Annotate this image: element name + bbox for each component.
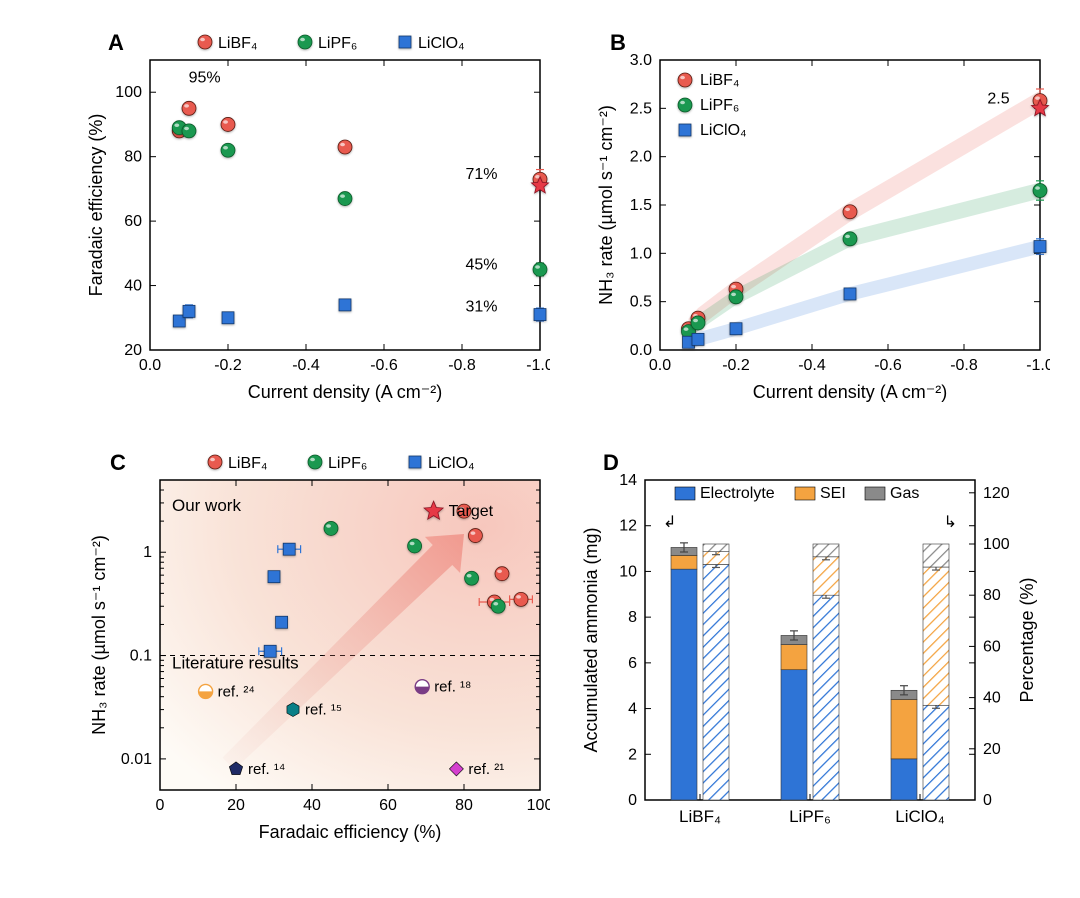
svg-text:40: 40 (124, 278, 142, 295)
svg-text:Percentage (%): Percentage (%) (1017, 577, 1037, 702)
svg-text:0: 0 (628, 792, 637, 809)
svg-text:Gas: Gas (890, 485, 919, 502)
svg-text:LiPF₆: LiPF₆ (318, 35, 357, 52)
svg-text:SEI: SEI (820, 485, 846, 502)
svg-text:14: 14 (619, 472, 637, 489)
svg-text:71%: 71% (465, 166, 497, 183)
svg-text:ref. ¹⁴: ref. ¹⁴ (248, 761, 285, 778)
svg-text:60: 60 (379, 797, 397, 814)
svg-text:95%: 95% (189, 70, 221, 87)
svg-text:0.5: 0.5 (630, 294, 652, 311)
svg-text:8: 8 (628, 609, 637, 626)
svg-text:LiPF₆: LiPF₆ (700, 97, 739, 114)
panel-b: B 0.0 -0.2 -0.4 -0.6 -0.8 -1.0 Current density … (570, 20, 1050, 420)
svg-text:1.0: 1.0 (630, 245, 652, 262)
svg-text:D: D (603, 450, 619, 475)
svg-text:40: 40 (983, 690, 1001, 707)
svg-text:-0.8: -0.8 (950, 357, 978, 374)
figure-grid: A 0.0 -0.2 -0.4 -0.6 -0.8 -1.0 Current density … (30, 20, 1050, 880)
svg-text:ref. ¹⁸: ref. ¹⁸ (434, 679, 471, 696)
svg-text:ref. ²¹: ref. ²¹ (468, 761, 504, 778)
svg-text:2.5: 2.5 (987, 91, 1009, 108)
svg-text:20: 20 (124, 342, 142, 359)
svg-text:-0.8: -0.8 (448, 357, 476, 374)
svg-text:-0.6: -0.6 (370, 357, 398, 374)
svg-text:31%: 31% (465, 298, 497, 315)
svg-text:60: 60 (983, 638, 1001, 655)
svg-text:45%: 45% (465, 256, 497, 273)
svg-text:20: 20 (983, 741, 1001, 758)
svg-text:1.5: 1.5 (630, 197, 652, 214)
svg-text:120: 120 (983, 485, 1010, 502)
svg-text:B: B (610, 30, 626, 55)
svg-text:2.5: 2.5 (630, 100, 652, 117)
svg-text:100: 100 (115, 84, 142, 101)
svg-text:LiBF₄: LiBF₄ (228, 455, 267, 472)
svg-text:2.0: 2.0 (630, 149, 652, 166)
svg-text:12: 12 (619, 518, 637, 535)
svg-text:Faradaic efficiency (%): Faradaic efficiency (%) (259, 822, 442, 842)
svg-text:-0.2: -0.2 (214, 357, 242, 374)
svg-text:LiBF₄: LiBF₄ (679, 807, 721, 826)
svg-text:Literature results: Literature results (172, 653, 299, 672)
svg-text:40: 40 (303, 797, 321, 814)
panel-c: C 0 20 40 60 80 100 Faradaic efficiency (%) 0.01… (70, 440, 550, 860)
svg-text:80: 80 (455, 797, 473, 814)
svg-text:LiPF₆: LiPF₆ (789, 807, 831, 826)
svg-text:100: 100 (983, 536, 1010, 553)
svg-text:6: 6 (628, 655, 637, 672)
svg-text:4: 4 (628, 701, 637, 718)
svg-text:20: 20 (227, 797, 245, 814)
panel-d: D 0 2 4 6 8 10 12 14 Accumulated ammonia (mg) 0 20 4… (570, 440, 1050, 860)
svg-text:0.1: 0.1 (130, 648, 152, 665)
svg-text:0: 0 (156, 797, 165, 814)
svg-text:LiClO₄: LiClO₄ (895, 807, 945, 826)
svg-text:Target: Target (449, 503, 494, 520)
svg-text:80: 80 (983, 587, 1001, 604)
svg-text:0: 0 (983, 792, 992, 809)
svg-text:100: 100 (527, 797, 550, 814)
svg-text:A: A (108, 30, 124, 55)
svg-text:-1.0: -1.0 (526, 357, 550, 374)
svg-text:0.0: 0.0 (139, 357, 161, 374)
svg-text:2: 2 (628, 746, 637, 763)
svg-text:1: 1 (143, 544, 152, 561)
svg-text:NH₃ rate (µmol s⁻¹ cm⁻²): NH₃ rate (µmol s⁻¹ cm⁻²) (596, 105, 616, 305)
svg-text:-1.0: -1.0 (1026, 357, 1050, 374)
svg-text:LiBF₄: LiBF₄ (218, 35, 257, 52)
svg-text:Current density (A cm⁻²): Current density (A cm⁻²) (248, 382, 443, 402)
svg-text:Our work: Our work (172, 496, 241, 515)
svg-text:0.0: 0.0 (649, 357, 671, 374)
panel-a: A 0.0 -0.2 -0.4 -0.6 -0.8 -1.0 Current density … (70, 20, 550, 420)
svg-text:60: 60 (124, 213, 142, 230)
svg-text:-0.4: -0.4 (798, 357, 826, 374)
svg-text:↳: ↳ (944, 514, 957, 531)
svg-text:LiBF₄: LiBF₄ (700, 72, 739, 89)
svg-text:LiClO₄: LiClO₄ (428, 455, 475, 472)
svg-text:↲: ↲ (663, 514, 676, 531)
svg-text:Current density (A cm⁻²): Current density (A cm⁻²) (753, 382, 948, 402)
svg-text:80: 80 (124, 149, 142, 166)
svg-text:3.0: 3.0 (630, 52, 652, 69)
svg-text:-0.4: -0.4 (292, 357, 320, 374)
svg-text:LiPF₆: LiPF₆ (328, 455, 367, 472)
svg-text:-0.2: -0.2 (722, 357, 750, 374)
svg-text:Accumulated ammonia (mg): Accumulated ammonia (mg) (581, 527, 601, 752)
svg-text:Faradaic efficiency (%): Faradaic efficiency (%) (86, 114, 106, 297)
svg-text:10: 10 (619, 563, 637, 580)
svg-text:C: C (110, 450, 126, 475)
svg-text:-0.6: -0.6 (874, 357, 902, 374)
svg-text:ref. ²⁴: ref. ²⁴ (218, 683, 255, 700)
svg-text:0.0: 0.0 (630, 342, 652, 359)
svg-text:LiClO₄: LiClO₄ (700, 122, 747, 139)
svg-text:Electrolyte: Electrolyte (700, 485, 775, 502)
svg-text:NH₃ rate (µmol s⁻¹ cm⁻²): NH₃ rate (µmol s⁻¹ cm⁻²) (89, 535, 109, 735)
svg-text:ref. ¹⁵: ref. ¹⁵ (305, 702, 342, 719)
svg-text:LiClO₄: LiClO₄ (418, 35, 465, 52)
svg-text:0.01: 0.01 (121, 751, 152, 768)
